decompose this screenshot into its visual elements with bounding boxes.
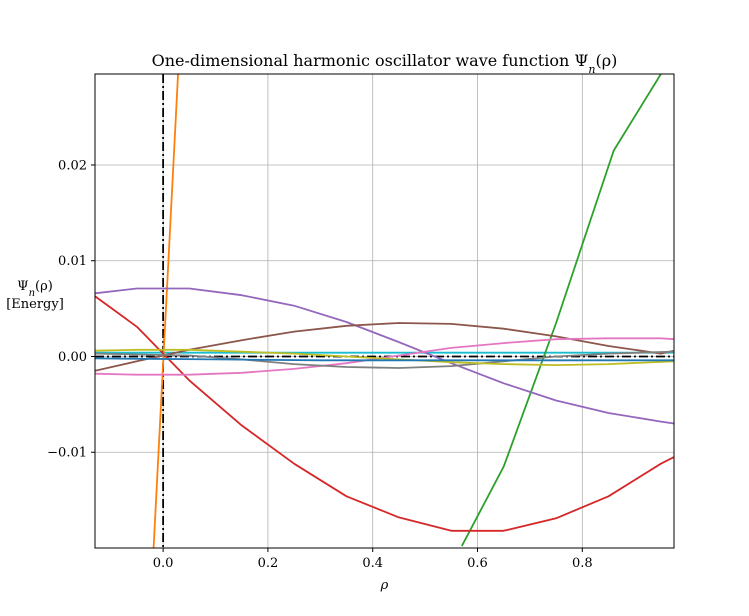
series-line-9 [95,357,674,362]
axis-ticks: 0.0 0.2 0.4 0.6 0.8 −0.01 0.00 0.01 0.02 [47,158,592,571]
series-line-3 [95,295,674,532]
x-tick-label: 0.4 [362,556,383,571]
y-tick-label: −0.01 [47,446,87,461]
series-line-2 [461,74,662,547]
y-axis-label: Ψn(ρ) [17,279,53,299]
x-tick-label: 0.6 [467,556,488,571]
series-lines [95,74,674,548]
y-tick-label: 0.01 [58,254,87,269]
series-line-1 [152,74,179,548]
series-line-4 [95,287,674,425]
y-axis-label-unit: [Energy] [6,297,64,312]
series-line-6 [95,337,674,376]
x-tick-label: 0.2 [258,556,279,571]
x-axis-label: ρ [380,578,389,593]
x-tick-label: 0.0 [153,556,174,571]
y-tick-label: 0.00 [58,350,87,365]
grid-lines [95,74,674,548]
reference-lines [95,74,674,548]
x-tick-label: 0.8 [572,556,593,571]
series-line-7 [95,350,674,369]
y-tick-label: 0.02 [58,158,87,173]
plot-frame [94,73,675,549]
series-line-8 [95,348,674,367]
chart-title: One-dimensional harmonic oscillator wave… [152,51,618,76]
